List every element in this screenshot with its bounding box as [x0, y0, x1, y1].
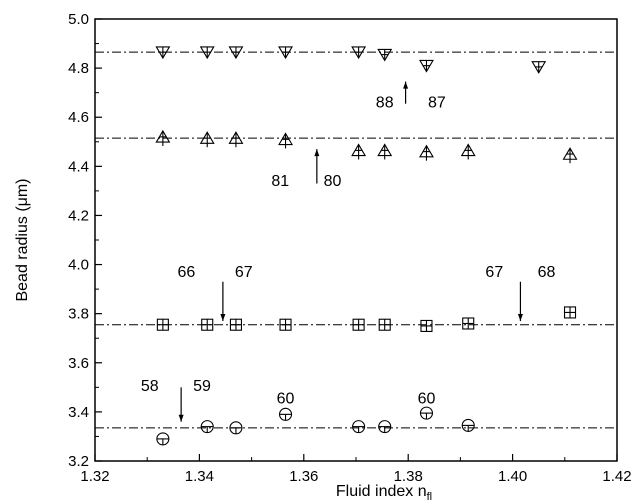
data-point-triangle-up: [199, 131, 215, 148]
data-point-triangle-up: [351, 143, 367, 160]
y-tick-label: 5.0: [68, 11, 89, 28]
x-tick-label: 1.40: [498, 468, 527, 485]
annotation-label: 80: [324, 173, 342, 190]
y-axis-title: Bead radius (μm): [14, 178, 31, 301]
data-point-circle: [352, 420, 366, 434]
y-tick-label: 3.6: [68, 355, 89, 372]
annotation-label: 60: [418, 390, 436, 407]
data-point-triangle-down: [531, 61, 547, 74]
data-point-triangle-up: [228, 131, 244, 148]
arrow-up: [314, 149, 320, 184]
y-axis-ticks: 3.2 3.4 3.6 3.8 4.0 4.2 4.4 4.6 4.8 5.0: [68, 11, 102, 470]
data-point-triangle-up: [562, 147, 578, 164]
annotation-label: 68: [538, 264, 556, 281]
data-point-circle: [461, 418, 475, 432]
y-tick-label: 3.2: [68, 453, 89, 470]
data-point-square: [352, 318, 365, 331]
annotations: 88 87 81 80 66 67 67 68 58 59 60 60: [141, 94, 556, 407]
annotation-label: 88: [376, 94, 394, 111]
annotation-label: 58: [141, 378, 159, 395]
data-point-square: [462, 317, 475, 330]
x-tick-label: 1.42: [602, 468, 631, 485]
y-tick-label: 3.4: [68, 404, 89, 421]
arrow-down: [517, 281, 523, 322]
x-tick-label: 1.34: [185, 468, 214, 485]
annotation-label: 59: [193, 378, 211, 395]
data-point-triangle-down: [228, 46, 244, 60]
x-axis-title: Fluid index nfl: [336, 483, 432, 503]
data-point-triangle-down: [278, 46, 293, 60]
data-point-triangle-up: [377, 143, 393, 160]
annotation-label: 81: [271, 173, 289, 190]
data-markers: [155, 46, 578, 446]
annotation-label: 66: [177, 264, 195, 281]
data-point-square: [563, 306, 577, 319]
data-point-circle: [156, 432, 170, 446]
data-point-triangle-down: [377, 48, 393, 62]
data-point-triangle-down: [199, 46, 215, 60]
data-point-triangle-down: [155, 46, 171, 60]
x-tick-label: 1.38: [394, 468, 423, 485]
x-axis-title-subscript: fl: [427, 491, 433, 503]
arrow-down: [178, 387, 184, 422]
x-tick-label: 1.36: [289, 468, 318, 485]
data-point-triangle-down: [351, 46, 367, 60]
data-point-circle: [378, 420, 392, 434]
reference-lines: [95, 51, 617, 429]
x-axis-ticks: 1.32 1.34 1.36 1.38 1.40 1.42: [80, 454, 632, 485]
data-point-triangle-up: [278, 132, 293, 149]
data-point-triangle-up: [460, 143, 476, 160]
arrow-down: [220, 281, 226, 322]
data-point-triangle-up: [419, 144, 434, 161]
arrow-up: [403, 81, 409, 104]
annotation-arrows: [178, 81, 523, 422]
annotation-label: 67: [235, 264, 253, 281]
plot-frame: [94, 18, 618, 462]
data-point-square: [229, 318, 242, 331]
data-point-triangle-up: [155, 129, 171, 146]
data-point-circle: [278, 407, 293, 421]
y-tick-label: 4.0: [68, 257, 89, 274]
annotation-label: 87: [428, 94, 446, 111]
data-point-circle: [200, 420, 214, 434]
data-point-circle: [229, 421, 243, 435]
y-tick-label: 4.6: [68, 109, 89, 126]
data-point-square: [201, 318, 214, 331]
y-tick-label: 4.8: [68, 60, 89, 77]
data-point-square: [156, 318, 169, 331]
annotation-label: 60: [277, 390, 295, 407]
y-tick-label: 3.8: [68, 306, 89, 323]
y-tick-label: 4.2: [68, 207, 89, 224]
x-tick-label: 1.32: [80, 468, 109, 485]
data-point-square: [378, 318, 391, 331]
data-point-triangle-down: [419, 59, 434, 73]
data-point-square: [420, 319, 433, 332]
data-point-circle: [419, 406, 434, 420]
data-point-square: [279, 318, 292, 331]
y-tick-label: 4.4: [68, 158, 89, 175]
annotation-label: 67: [485, 264, 503, 281]
